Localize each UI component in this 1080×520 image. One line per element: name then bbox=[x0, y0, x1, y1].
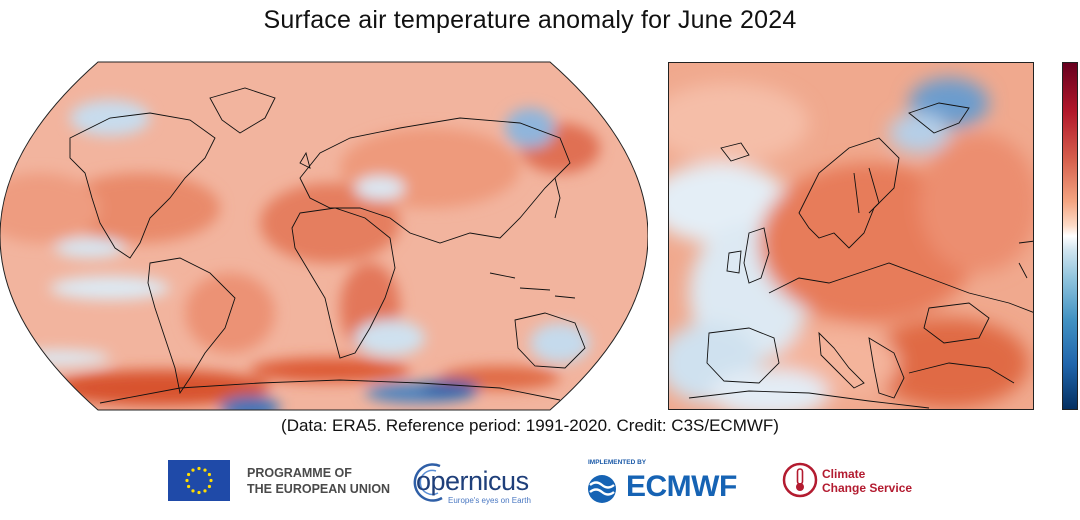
eu-programme-text: PROGRAMME OF THE EUROPEAN UNION bbox=[247, 466, 391, 496]
europe-anomaly-field bbox=[669, 63, 1033, 409]
map-title: Surface air temperature anomaly for June… bbox=[263, 6, 797, 34]
copernicus-tagline: Europe's eyes on Earth bbox=[448, 496, 531, 505]
climate-change-service-logo: Climate Change Service bbox=[780, 456, 920, 508]
world-map-frame bbox=[0, 61, 648, 411]
colorbar bbox=[1062, 62, 1078, 410]
copernicus-logo: opernicus Europe's eyes on Earth bbox=[412, 456, 542, 508]
thermometer-icon bbox=[782, 462, 818, 498]
copernicus-swirl-icon bbox=[413, 463, 443, 502]
europe-coastlines bbox=[688, 102, 1033, 409]
europe-anomaly-map bbox=[668, 62, 1034, 410]
world-coastlines bbox=[69, 87, 586, 404]
data-credit: (Data: ERA5. Reference period: 1991-2020… bbox=[281, 416, 779, 435]
ecmwf-implemented-by: IMPLEMENTED BY bbox=[588, 459, 647, 466]
climate-change-service-text: Climate Change Service bbox=[822, 467, 913, 495]
world-anomaly-field bbox=[0, 62, 648, 410]
eu-flag-icon bbox=[168, 460, 230, 501]
world-anomaly-map bbox=[0, 61, 648, 411]
logo-strip: PROGRAMME OF THE EUROPEAN UNION opernicu… bbox=[0, 452, 1080, 512]
ecmwf-logo: IMPLEMENTED BY ECMWF bbox=[584, 456, 754, 508]
ecmwf-wave-icon bbox=[588, 475, 616, 503]
copernicus-wordmark: opernicus bbox=[416, 466, 529, 496]
ecmwf-wordmark: ECMWF bbox=[626, 470, 737, 503]
